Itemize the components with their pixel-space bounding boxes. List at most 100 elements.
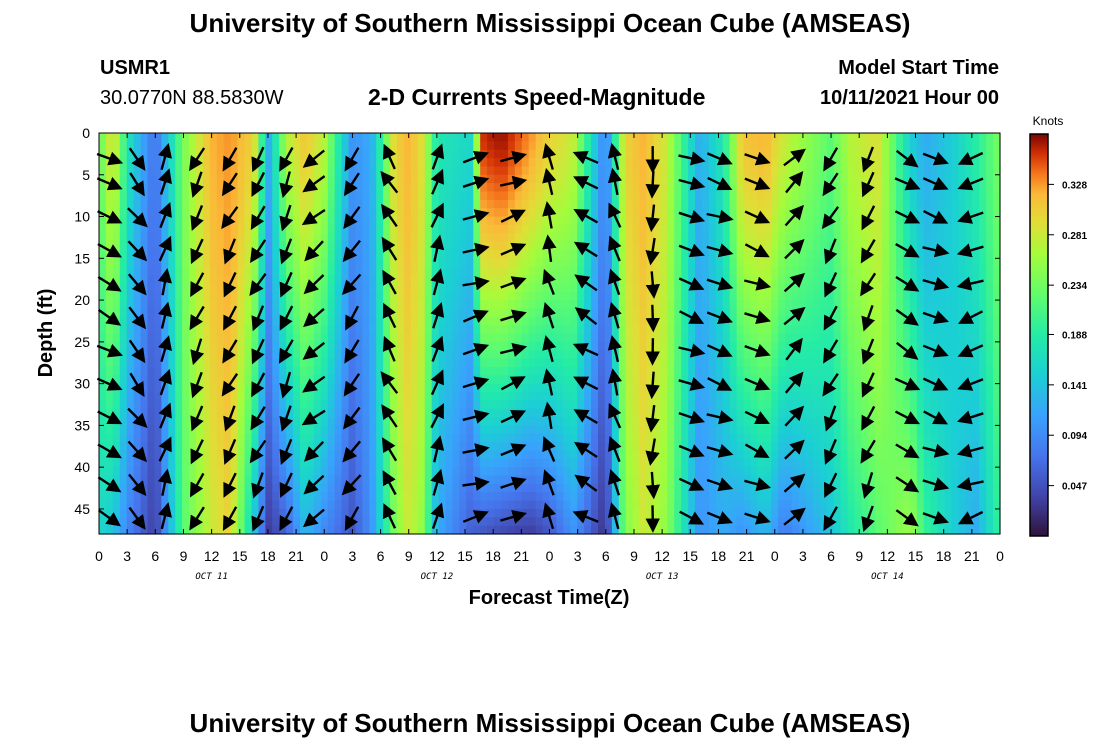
heatmap-cell (556, 233, 564, 243)
heatmap-cell (341, 133, 350, 142)
heatmap-cell (293, 400, 301, 410)
heatmap-cell (729, 308, 738, 318)
heatmap-cell (701, 450, 710, 460)
heatmap-cell (202, 166, 211, 176)
heatmap-cell (535, 241, 544, 251)
heatmap-cell (362, 400, 370, 410)
heatmap-cell (639, 400, 648, 410)
heatmap-cell (216, 208, 225, 218)
heatmap-cell (105, 525, 114, 535)
heatmap-cell (514, 249, 523, 259)
heatmap-cell (244, 341, 253, 351)
heatmap-cell (473, 333, 481, 343)
heatmap-cell (140, 166, 149, 176)
heatmap-cell (480, 450, 488, 460)
heatmap-cell (473, 417, 481, 426)
heatmap-cell (584, 199, 592, 209)
heatmap-cell (708, 458, 717, 468)
heatmap-cell (701, 325, 710, 335)
heatmap-cell (279, 508, 287, 518)
heatmap-cell (722, 408, 731, 418)
heatmap-cell (424, 249, 433, 259)
heatmap-cell (480, 383, 488, 393)
heatmap-cell (452, 174, 460, 184)
heatmap-cell (487, 442, 495, 452)
heatmap-cell (126, 275, 135, 284)
heatmap-cell (708, 300, 717, 310)
heatmap-cell (417, 208, 426, 218)
heatmap-cell (674, 158, 682, 168)
heatmap-cell (147, 325, 156, 335)
heatmap-cell (161, 291, 169, 301)
heatmap-cell (410, 383, 419, 393)
heatmap-cell (154, 400, 162, 410)
heatmap-cell (445, 308, 454, 318)
heatmap-cell (674, 467, 682, 477)
heatmap-cell (708, 508, 717, 518)
heatmap-cell (355, 158, 363, 168)
heatmap-cell (417, 216, 426, 226)
heatmap-cell (480, 366, 488, 376)
heatmap-cell (764, 333, 772, 343)
heatmap-cell (598, 483, 606, 493)
heatmap-cell (584, 291, 592, 301)
heatmap-cell (688, 492, 696, 502)
heatmap-cell (500, 158, 509, 168)
heatmap-cell (223, 408, 232, 418)
heatmap-cell (299, 233, 308, 243)
heatmap-cell (570, 325, 578, 335)
heatmap-cell (362, 158, 370, 168)
heatmap-cell (230, 158, 239, 168)
heatmap-cell (500, 174, 509, 184)
heatmap-cell (397, 391, 405, 401)
heatmap-cell (306, 199, 315, 209)
heatmap-cell (112, 141, 121, 151)
heatmap-cell (473, 300, 481, 310)
heatmap-cell (362, 525, 370, 535)
heatmap-cell (514, 425, 523, 435)
heatmap-cell (154, 233, 162, 243)
heatmap-cell (695, 492, 703, 502)
heatmap-cell (494, 408, 502, 418)
heatmap-cell (417, 400, 426, 410)
heatmap-cell (286, 458, 294, 468)
heatmap-cell (521, 492, 530, 502)
heatmap-cell (119, 241, 128, 251)
heatmap-cell (369, 383, 377, 393)
heatmap-cell (99, 133, 107, 142)
heatmap-cell (355, 233, 363, 243)
heatmap-cell (556, 316, 564, 326)
heatmap-cell (431, 199, 440, 209)
heatmap-cell (209, 517, 218, 527)
heatmap-cell (258, 400, 266, 410)
heatmap-cell (528, 525, 537, 535)
heatmap-cell (341, 291, 350, 301)
heatmap-cell (182, 149, 190, 159)
heatmap-cell (362, 366, 370, 376)
heatmap-cell (327, 333, 336, 343)
heatmap-cell (182, 158, 190, 168)
heatmap-cell (494, 308, 502, 318)
heatmap-cell (778, 208, 786, 218)
heatmap-cell (376, 483, 384, 493)
heatmap-cell (618, 275, 627, 284)
heatmap-cell (112, 425, 121, 435)
heatmap-cell (799, 391, 807, 401)
heatmap-cell (209, 199, 218, 209)
heatmap-cell (563, 191, 571, 201)
heatmap-cell (591, 141, 599, 151)
heatmap-cell (369, 300, 377, 310)
heatmap-cell (577, 300, 585, 310)
heatmap-cell (805, 166, 814, 176)
heatmap-cell (604, 275, 613, 284)
heatmap-cell (438, 417, 447, 426)
heatmap-cell (695, 400, 703, 410)
heatmap-cell (764, 425, 772, 435)
heatmap-cell (556, 249, 564, 259)
heatmap-cell (397, 133, 405, 142)
heatmap-cell (244, 400, 253, 410)
heatmap-cell (708, 450, 717, 460)
heatmap-cell (660, 425, 668, 435)
heatmap-cell (715, 366, 724, 376)
heatmap-cell (320, 291, 329, 301)
